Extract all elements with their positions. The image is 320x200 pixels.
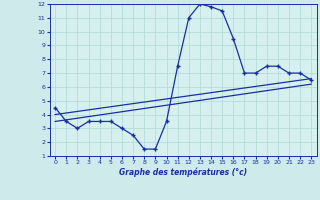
X-axis label: Graphe des températures (°c): Graphe des températures (°c) <box>119 168 247 177</box>
